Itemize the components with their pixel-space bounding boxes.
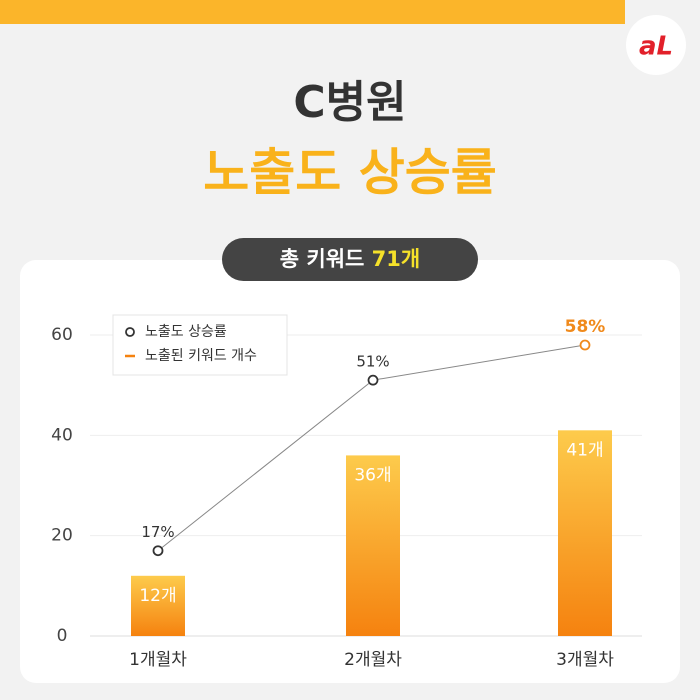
x-tick-label: 2개월차 (344, 650, 402, 670)
badge-prefix: 총 키워드 (280, 247, 365, 271)
line-marker (579, 339, 591, 351)
badge-text: 총 키워드 71개 (280, 247, 420, 271)
x-tick-label: 3개월차 (556, 650, 614, 670)
legend-marker (125, 327, 135, 337)
top-bar (0, 0, 625, 24)
legend-label: 노출도 상승률 (145, 324, 227, 340)
y-tick-label: 40 (51, 425, 73, 445)
bar-value-label: 36개 (354, 465, 391, 485)
line-value-label: 51% (356, 353, 389, 371)
badge (222, 238, 478, 281)
bar-value-label: 12개 (139, 586, 176, 606)
line-value-label: 58% (565, 317, 606, 337)
chart: 0 20 40 60 1개월차 2개월차 3개월차 12개 36개 41개 17% 51% 58% 노출도… (51, 314, 642, 670)
badge-highlight: 71개 (372, 247, 421, 271)
line-marker (367, 374, 379, 386)
logo-circle (626, 15, 686, 75)
subtitle: 노출도 상승률 (203, 144, 496, 202)
bar (558, 430, 612, 636)
bar (131, 575, 185, 636)
bar (346, 455, 400, 636)
line-value-label: 17% (141, 523, 174, 541)
line-marker (152, 545, 164, 557)
y-tick-label: 60 (51, 325, 73, 345)
bar-value-label: 41개 (566, 440, 603, 460)
logo: aL (639, 32, 673, 62)
y-tick-label: 20 (51, 526, 73, 546)
title: C병원 (293, 77, 406, 128)
y-tick-label: 0 (57, 626, 68, 646)
legend-box (112, 314, 288, 376)
legend-label: 노출된 키워드 개수 (145, 348, 257, 364)
x-tick-label: 1개월차 (129, 650, 187, 670)
